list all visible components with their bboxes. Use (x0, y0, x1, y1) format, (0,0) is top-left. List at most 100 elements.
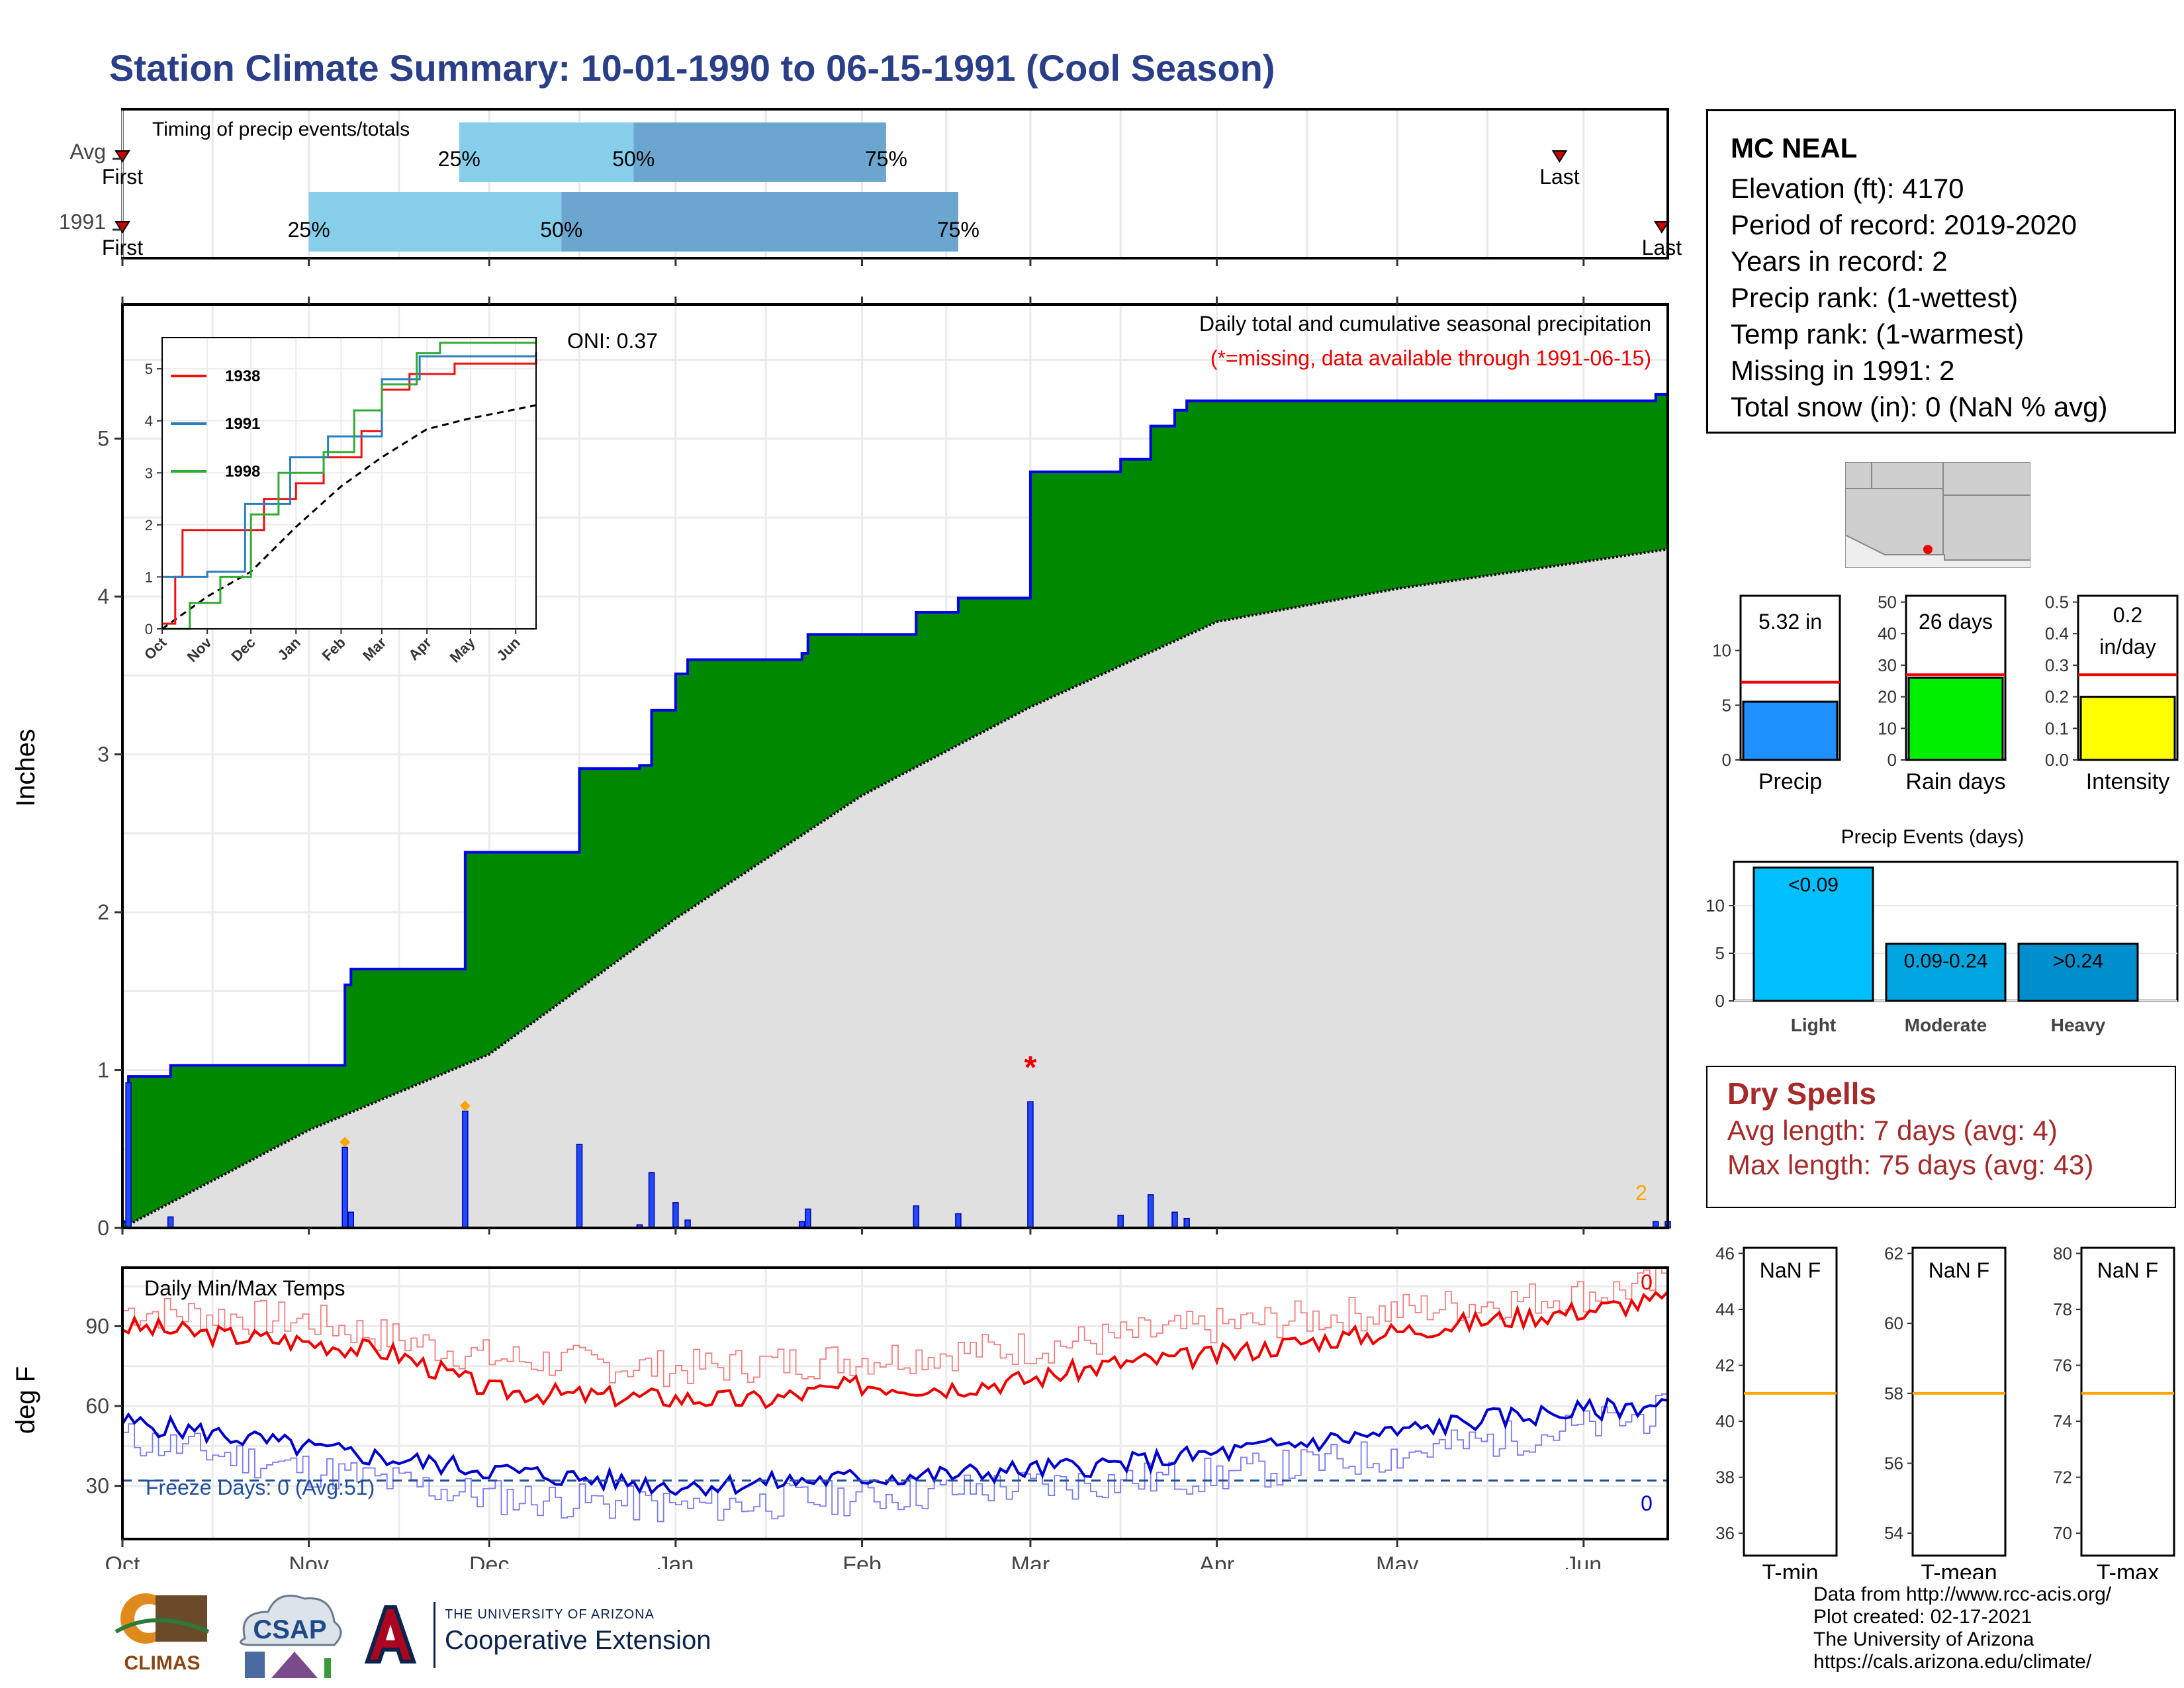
dry-spells-avg: Avg length: 7 days (avg: 4) (1727, 1115, 2058, 1146)
precip-chart: * 0 1 2 3 4 5 Daily total and cumulative seas… (11, 297, 1671, 1240)
events-title: Precip Events (days) (1841, 826, 2025, 848)
events-ytick-label: 5 (1715, 943, 1725, 963)
mini-bar-label: Intensity (2086, 769, 2170, 794)
temp-chart: 30 60 90 Oct Nov Dec Jan Feb Mar Apr May Jun Daily… (11, 1266, 1669, 1577)
daily-precip-bar (347, 1211, 355, 1229)
month-label: Nov (289, 1552, 328, 1569)
station-precip-rank: Precip rank: (1-wettest) (1731, 282, 2019, 313)
precip-ytick-label: 4 (97, 585, 109, 608)
daily-precip-bar (1117, 1215, 1124, 1229)
mini-bar-value-unit: in/day (2099, 635, 2156, 659)
precip-ytick-label: 1 (97, 1058, 109, 1082)
timing-q75-label: 75% (937, 218, 979, 242)
dry-spells-panel: Dry Spells Avg length: 7 days (avg: 4) M… (1706, 1066, 2176, 1208)
location-map (1844, 461, 2031, 569)
timing-q25-label: 25% (288, 218, 330, 242)
station-years: Years in record: 2 (1731, 246, 1948, 277)
timing-row-1991-label: 1991 (59, 210, 106, 234)
timing-bar-q50-q75 (561, 192, 958, 252)
precip-chart-title: Daily total and cumulative seasonal prec… (1199, 312, 1651, 336)
month-label: Oct (105, 1552, 140, 1569)
station-elevation: Elevation (ft): 4170 (1731, 173, 1964, 204)
temp-bar-ytick-label: 72 (2053, 1468, 2072, 1487)
timing-chart: 25% 50% 75% First Last 25% 50% 75% First Last Tim… (59, 108, 1682, 266)
station-marker (1923, 545, 1933, 554)
mini-bar-ytick-label: 0 (1722, 750, 1731, 770)
precip-plot-frame (121, 303, 1669, 1229)
precip-panel: * 0 1 2 3 4 5 Daily total and cumulative seas… (0, 291, 1694, 1251)
station-period: Period of record: 2019-2020 (1731, 209, 2077, 240)
last-event-label: Last (1642, 236, 1682, 259)
temp-bar-ytick-label: 58 (1884, 1383, 1903, 1403)
daily-precip-bar (1147, 1194, 1154, 1229)
mini-bar-value: 0.2 (2113, 603, 2142, 627)
inset-ytick-label: 4 (145, 413, 153, 430)
event-marker (459, 1100, 471, 1111)
footer-credits: Data from http://www.rcc-acis.org/ Plot … (1813, 1583, 2111, 1673)
precip-ytick-label: 5 (97, 427, 109, 451)
events-bar-label: <0.09 (1788, 874, 1839, 896)
events-bar (2017, 943, 2139, 1002)
daily-precip-bar (1171, 1211, 1178, 1229)
month-label: May (1376, 1552, 1418, 1569)
average-precip-area (122, 549, 1668, 1228)
month-label: Apr (1199, 1552, 1234, 1569)
mini-bar-ytick-label: 20 (1878, 687, 1897, 707)
temp-bar-ytick-label: 38 (1715, 1468, 1735, 1487)
daily-precip-bar (805, 1208, 811, 1229)
mini-bar-ytick-label: 5 (1722, 695, 1731, 715)
last-event-label: Last (1539, 165, 1580, 189)
month-label: Jun (1565, 1552, 1602, 1569)
mini-bar-ytick-label: 50 (1878, 592, 1897, 612)
cumulative-precip-line (122, 388, 1669, 1223)
average-precip-line (122, 547, 1668, 1229)
mini-bar-ytick-label: 0.0 (2045, 750, 2069, 770)
temp-ytick-label: 90 (85, 1314, 109, 1338)
temp-bar-ytick-label: 42 (1715, 1356, 1735, 1376)
last-event-marker (1654, 221, 1670, 234)
temp-title: Daily Min/Max Temps (144, 1276, 345, 1300)
inset-series-line (162, 342, 536, 630)
month-label: Dec (469, 1552, 509, 1569)
station-info: MC NEAL Elevation (ft): 4170 Period of r… (1706, 109, 2176, 434)
daily-precip-bar (648, 1172, 655, 1229)
station-name: MC NEAL (1731, 132, 1858, 164)
inset-ytick-label: 0 (145, 621, 153, 637)
mini-bar-label: Rain days (1905, 769, 2005, 794)
page-title: Station Climate Summary: 10-01-1990 to 0… (109, 47, 1275, 89)
temp-bar-ytick-label: 80 (2053, 1243, 2072, 1263)
events-category-label: Heavy (2051, 1015, 2106, 1035)
timing-q75-label: 75% (865, 147, 907, 171)
missing-count: 2 (1635, 1181, 1647, 1205)
temp-bar-ytick-label: 44 (1715, 1299, 1735, 1319)
temp-bar-ytick-label: 70 (2053, 1523, 2072, 1543)
inset-average-line (161, 404, 537, 630)
ua-divider (433, 1602, 435, 1668)
ua-text-line2: Cooperative Extension (445, 1626, 711, 1655)
month-label: Mar (1011, 1552, 1050, 1569)
temp-bar-value: NaN F (2097, 1258, 2158, 1282)
footer-plot-date: Plot created: 02-17-2021 (1813, 1606, 2032, 1628)
daily-precip-bar (167, 1216, 174, 1229)
freeze-days-label: Freeze Days: 0 (Avg:51) (146, 1476, 375, 1499)
temp-bar-value: NaN F (1760, 1258, 1821, 1282)
inset-ytick-label: 1 (145, 569, 153, 585)
mini-bar (1742, 700, 1839, 761)
daily-precip-bar (1027, 1101, 1034, 1229)
daily-precip-bar (672, 1202, 679, 1229)
oni-label: ONI: 0.37 (567, 329, 658, 353)
inset-series-line (162, 352, 537, 578)
precip-events-panel: Precip Events (days) 0 5 10 <0.09 Light 0.09-… (1681, 821, 2184, 1046)
temp-ytick-label: 60 (85, 1394, 109, 1418)
inset-legend-label: 1938 (225, 367, 260, 385)
temp-panel: 30 60 90 Oct Nov Dec Jan Feb Mar Apr May Jun Daily… (0, 1258, 1694, 1577)
precip-ytick-label: 3 (97, 743, 109, 767)
precip-events-chart: Precip Events (days) 0 5 10 <0.09 Light 0.09-… (1706, 826, 2179, 1035)
ua-logo (361, 1602, 420, 1668)
timing-bar-q50-q75 (633, 122, 886, 182)
ua-text-line1: THE UNIVERSITY OF ARIZONA (445, 1607, 655, 1622)
timing-q50-label: 50% (540, 218, 582, 242)
climas-logo: CLIMAS (109, 1582, 215, 1681)
temp-bar-label: T-mean (1921, 1560, 1997, 1579)
temp-summary-panel: 36 38 40 42 44 46 NaN F T-min 54 56 58 60 62 NaN F T-m… (1681, 1235, 2184, 1585)
